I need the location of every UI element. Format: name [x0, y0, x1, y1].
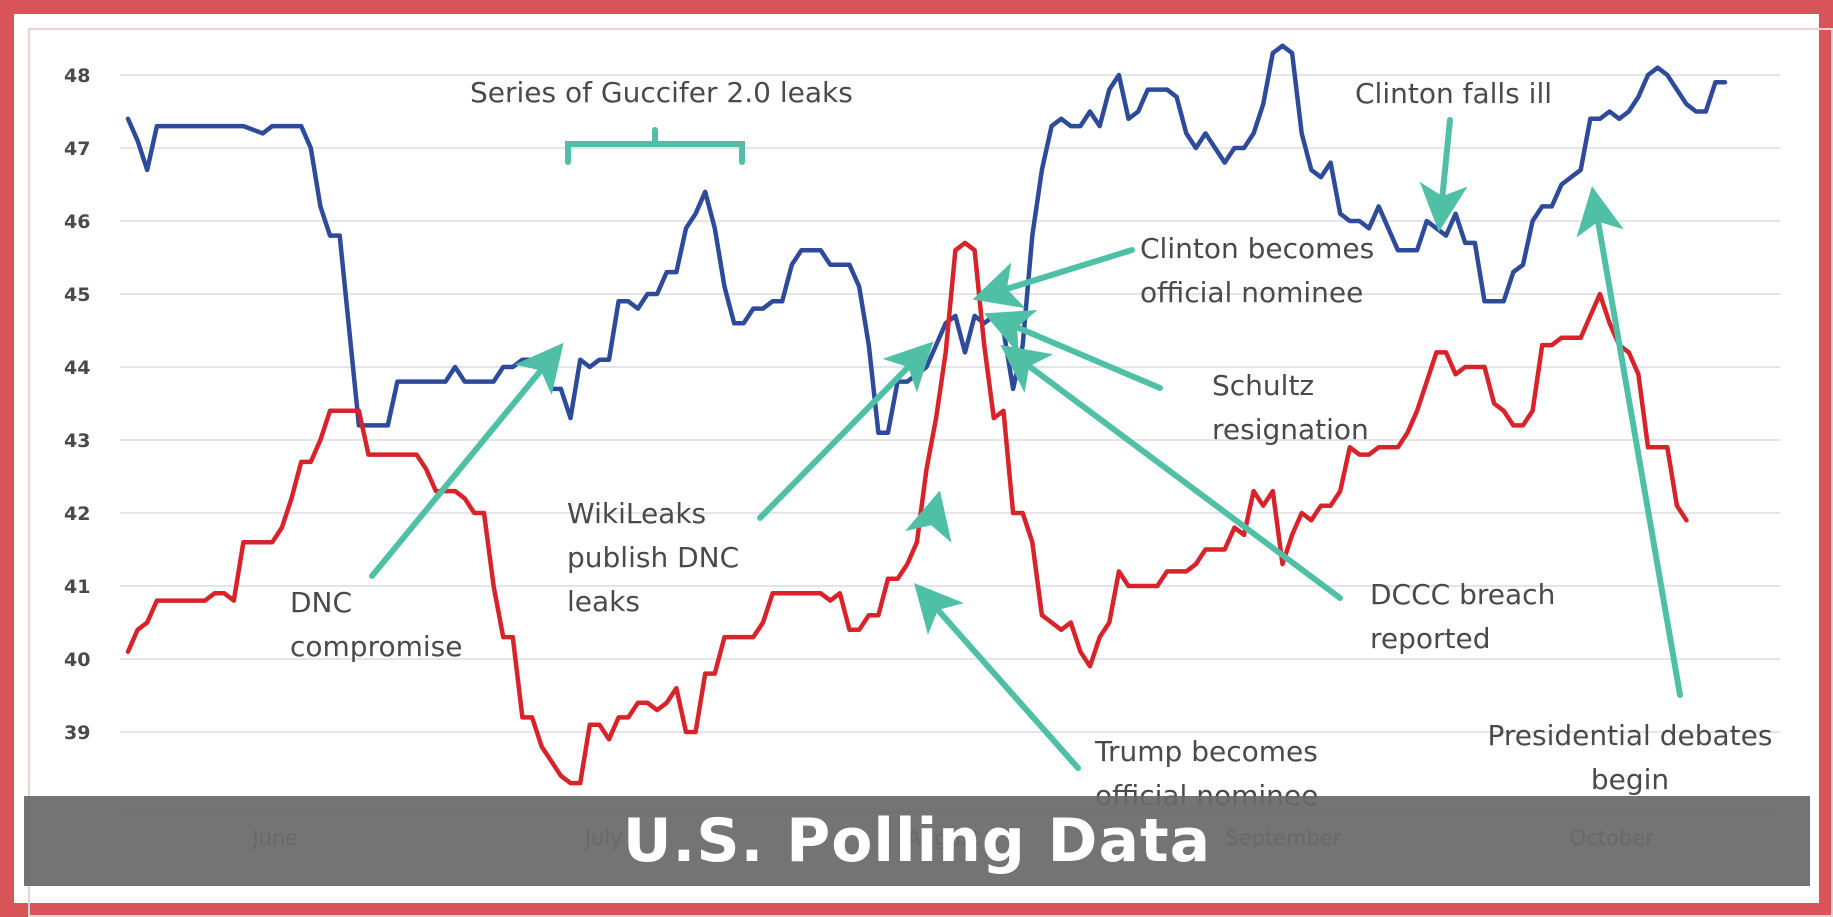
y-tick-label: 46 [64, 211, 90, 233]
annotation-arrow-9 [904, 490, 952, 543]
annotation-arrow-8 [1576, 186, 1683, 698]
y-axis-ticks: 39 40 41 42 43 44 45 46 47 48 [64, 65, 90, 744]
annotation-clinton-nominee: Clinton becomes official nominee [1140, 232, 1374, 309]
y-tick-label: 42 [64, 503, 90, 525]
guccifer-bracket [565, 127, 745, 165]
annotation-arrow-7 [1419, 117, 1468, 232]
annotation-guccifer: Series of Guccifer 2.0 leaks [470, 76, 853, 109]
series-lines [125, 43, 1728, 786]
annotation-wikileaks: WikiLeaks publish DNC leaks [567, 497, 739, 618]
y-tick-label: 40 [64, 649, 90, 671]
y-tick-label: 44 [64, 357, 90, 379]
y-tick-label: 48 [64, 65, 90, 87]
annotation-schultz: Schultz resignation [1212, 369, 1369, 446]
annotations: Series of Guccifer 2.0 leaks DNC compromis… [290, 76, 1772, 812]
y-tick-label: 41 [64, 576, 90, 598]
y-tick-label: 47 [64, 138, 90, 160]
annotation-dccc: DCCC breach reported [1370, 578, 1555, 655]
annotation-debates: Presidential debates begin [1488, 719, 1773, 796]
series-line-2 [125, 240, 1689, 786]
title-banner: U.S. Polling Data [24, 796, 1810, 886]
annotation-arrows [369, 117, 1683, 771]
annotation-arrow-1 [369, 342, 564, 579]
annotation-arrow-3 [972, 247, 1135, 309]
grid-lines [120, 74, 1780, 813]
y-tick-label: 39 [64, 722, 90, 744]
annotation-clinton-ill: Clinton falls ill [1355, 77, 1552, 110]
annotation-arrow-6 [914, 583, 1081, 771]
annotation-arrow-5 [1000, 344, 1343, 601]
banner-title: U.S. Polling Data [622, 806, 1212, 876]
annotation-arrow-2 [757, 341, 934, 521]
y-tick-label: 43 [64, 430, 90, 452]
annotation-dnc-compromise: DNC compromise [290, 586, 462, 663]
y-tick-label: 45 [64, 284, 90, 306]
inner-border [28, 28, 1833, 917]
annotation-arrow-4 [983, 309, 1163, 391]
